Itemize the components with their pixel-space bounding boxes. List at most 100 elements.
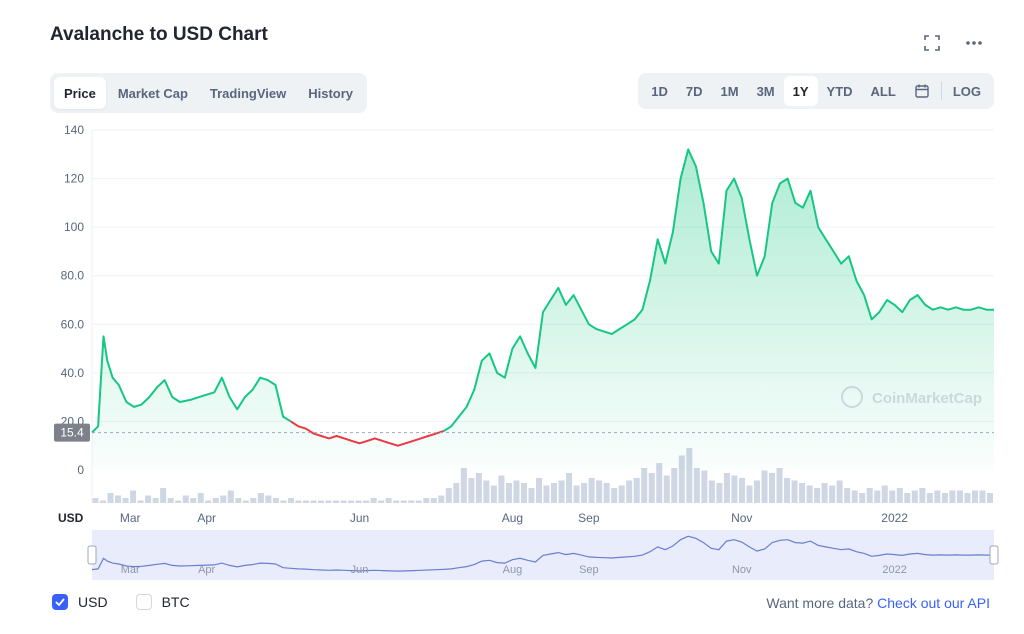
volume-bar [693,468,700,503]
x-tick-label: Jun [350,511,369,525]
x-tick-label: Nov [731,511,752,525]
range-1m[interactable]: 1M [720,83,739,99]
volume-bar [175,500,182,503]
log-toggle[interactable]: LOG [952,83,981,99]
volume-bar [227,490,234,503]
range-1y[interactable]: 1Y [783,76,818,106]
navigator-tick-label: Jun [351,564,369,576]
tab-price[interactable]: Price [54,77,106,109]
calendar-icon[interactable] [905,76,939,106]
volume-bar [385,498,392,503]
volume-bar [348,500,355,503]
volume-bar [753,480,760,503]
volume-bar [746,485,753,503]
volume-bar [520,483,527,503]
volume-bar [400,500,407,503]
volume-bar [708,480,715,503]
volume-bar [340,500,347,503]
volume-bar [596,480,603,503]
volume-bar [859,493,866,503]
volume-bar [115,495,122,503]
range-all[interactable]: ALL [870,83,896,99]
y-tick-label: 80.0 [61,269,85,283]
volume-bar [573,485,580,503]
navigator-tick-label: Aug [503,564,523,576]
reference-label: 15.4 [60,426,84,440]
volume-bar [806,485,813,503]
volume-bar [866,488,873,503]
navigator-tick-label: Sep [579,564,599,576]
tab-market-cap[interactable]: Market Cap [117,85,188,101]
volume-bar [904,493,911,503]
volume-bar [656,463,663,503]
range-3m[interactable]: 3M [756,83,775,99]
volume-bar [265,495,272,503]
volume-bar [836,480,843,503]
volume-bar [475,473,482,503]
volume-bar [581,483,588,503]
volume-bar [566,473,573,503]
api-link[interactable]: Check out our API [877,595,990,611]
chart-actions [922,33,984,53]
volume-bar [325,500,332,503]
volume-bar [92,498,99,503]
volume-bar [363,500,370,503]
volume-bar [791,480,798,503]
volume-bar [280,500,287,503]
y-tick-label: 0 [77,463,84,477]
volume-bar [145,495,152,503]
volume-bar [287,498,294,503]
volume-bar [941,493,948,503]
volume-bar [671,468,678,503]
volume-bar [272,498,279,503]
volume-bar [152,498,159,503]
volume-bar [310,500,317,503]
range-1d[interactable]: 1D [651,83,668,99]
volume-bar [896,488,903,503]
range-ytd[interactable]: YTD [826,83,853,99]
price-area [92,149,994,470]
btc-checkbox[interactable] [135,594,152,610]
volume-bar [821,483,828,503]
volume-bar [979,490,986,503]
more-icon[interactable] [964,33,984,53]
volume-bar [205,500,212,503]
volume-bar [761,470,768,503]
navigator-tick-label: Mar [121,564,140,576]
coinmarketcap-logo-icon [841,386,863,408]
time-range-selector: 1D 7D 1M 3M 1Y YTD ALL LOG [638,73,994,109]
tab-tradingview[interactable]: TradingView [209,85,287,101]
volume-bar [723,473,730,503]
x-tick-label: Apr [197,511,216,525]
navigator-handle-left[interactable] [87,545,97,565]
volume-bar [769,473,776,503]
volume-bar [919,488,926,503]
volume-bar [490,485,497,503]
y-unit-label: USD [58,511,84,525]
volume-bar [956,490,963,503]
fullscreen-icon[interactable] [922,33,942,53]
volume-bar [934,490,941,503]
volume-bar [686,448,693,503]
volume-bar [731,475,738,503]
volume-bar [844,488,851,503]
volume-bar [633,478,640,503]
y-tick-label: 140 [64,123,84,137]
tab-history[interactable]: History [308,85,354,101]
navigator-tick-label: Nov [732,564,752,576]
price-line-down [290,420,444,447]
volume-bar [648,473,655,503]
volume-bar [378,500,385,503]
volume-bar [851,490,858,503]
volume-bar [641,468,648,503]
usd-checkbox[interactable] [52,594,68,610]
volume-bar [235,498,242,503]
volume-bar [551,483,558,503]
navigator-tick-label: 2022 [882,564,906,576]
usd-label[interactable]: USD [78,594,108,610]
range-7d[interactable]: 7D [685,83,703,99]
volume-bar [460,468,467,503]
navigator-handle-right[interactable] [989,545,999,565]
btc-label[interactable]: BTC [161,594,190,610]
volume-bar [603,483,610,503]
